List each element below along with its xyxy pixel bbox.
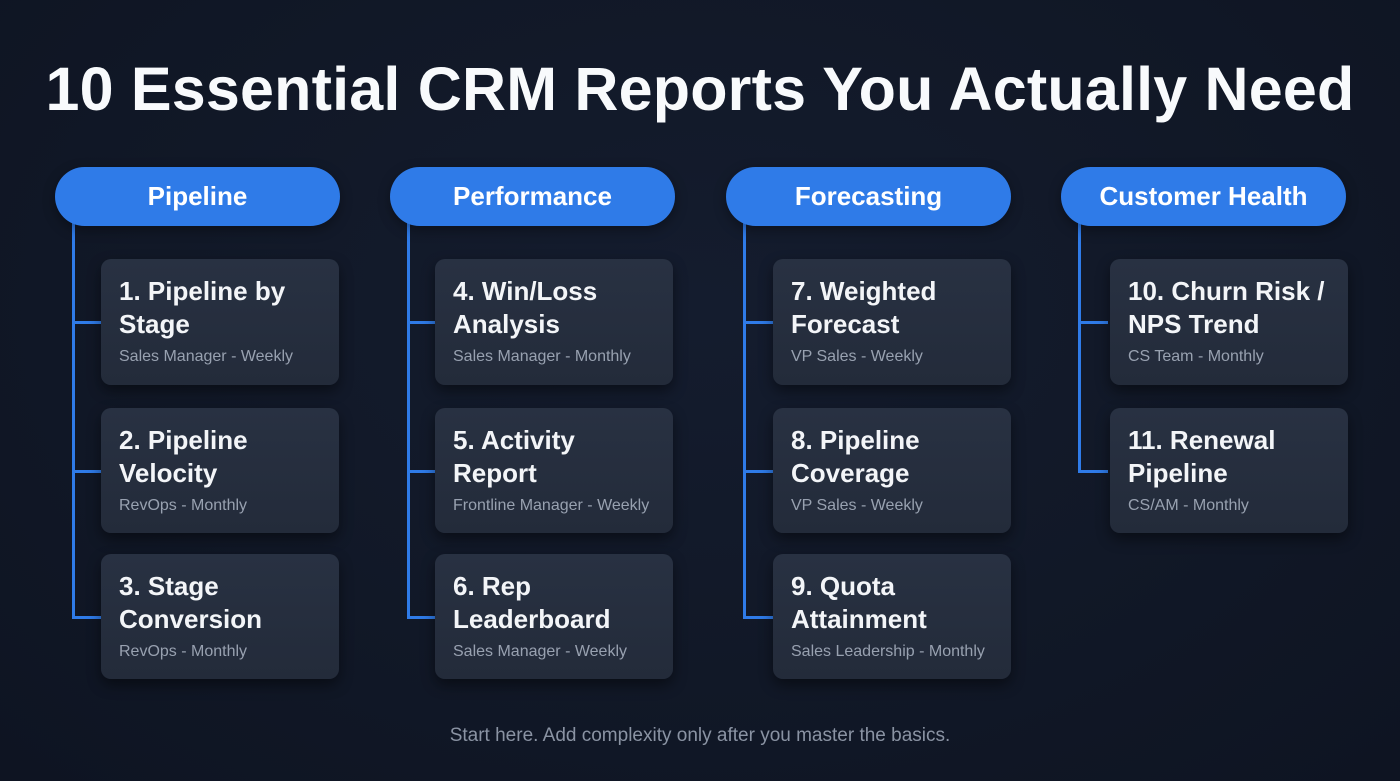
report-card: 4. Win/Loss Analysis Sales Manager - Mon…: [435, 259, 673, 385]
report-owner-frequency: RevOps - Monthly: [119, 643, 248, 660]
report-card: 9. Quota Attainment Sales Leadership - M…: [773, 554, 1011, 679]
report-card: 8. Pipeline Coverage VP Sales - Weekly: [773, 408, 1011, 533]
report-title: 2. Pipeline Velocity: [119, 425, 248, 488]
report-owner-frequency: RevOps - Monthly: [119, 497, 248, 514]
report-owner-frequency: Sales Manager - Monthly: [453, 348, 631, 365]
category-performance: Performance 4. Win/Loss Analysis Sales M…: [390, 167, 690, 687]
connector-trunk: [72, 217, 75, 618]
connector-branch: [72, 616, 102, 619]
report-card: 3. Stage Conversion RevOps - Monthly: [101, 554, 339, 679]
category-forecasting: Forecasting 7. Weighted Forecast VP Sale…: [726, 167, 1026, 687]
connector-branch: [743, 321, 773, 324]
report-title: 8. Pipeline Coverage: [791, 425, 920, 488]
connector-trunk: [1078, 217, 1081, 473]
report-owner-frequency: Sales Manager - Weekly: [453, 643, 627, 660]
report-title: 3. Stage Conversion: [119, 571, 263, 634]
category-pill-customer-health: Customer Health: [1061, 167, 1346, 226]
report-owner-frequency: VP Sales - Weekly: [791, 497, 923, 514]
category-pill-forecasting: Forecasting: [726, 167, 1011, 226]
connector-trunk: [743, 217, 746, 618]
report-owner-frequency: VP Sales - Weekly: [791, 348, 923, 365]
report-title: 1. Pipeline by Stage: [119, 276, 286, 339]
category-customer-health: Customer Health 10. Churn Risk / NPS Tre…: [1061, 167, 1361, 687]
category-pill-performance: Performance: [390, 167, 675, 226]
report-card: 2. Pipeline Velocity RevOps - Monthly: [101, 408, 339, 533]
report-title: 6. Rep Leaderboard: [453, 571, 611, 634]
report-title: 9. Quota Attainment: [791, 571, 927, 634]
connector-branch: [1078, 321, 1108, 324]
report-card: 10. Churn Risk / NPS Trend CS Team - Mon…: [1110, 259, 1348, 385]
report-card: 7. Weighted Forecast VP Sales - Weekly: [773, 259, 1011, 385]
connector-branch: [743, 470, 773, 473]
report-title: 5. Activity Report: [453, 425, 575, 488]
connector-branch: [1078, 470, 1108, 473]
report-card: 5. Activity Report Frontline Manager - W…: [435, 408, 673, 533]
connector-branch: [407, 470, 437, 473]
connector-branch: [72, 470, 102, 473]
report-title: 10. Churn Risk / NPS Trend: [1128, 276, 1325, 339]
report-card: 6. Rep Leaderboard Sales Manager - Weekl…: [435, 554, 673, 679]
connector-branch: [72, 321, 102, 324]
connector-branch: [407, 321, 437, 324]
page-title: 10 Essential CRM Reports You Actually Ne…: [45, 55, 1355, 123]
report-owner-frequency: Frontline Manager - Weekly: [453, 497, 650, 514]
report-card: 11. Renewal Pipeline CS/AM - Monthly: [1110, 408, 1348, 533]
report-title: 4. Win/Loss Analysis: [453, 276, 598, 339]
connector-trunk: [407, 217, 410, 618]
connector-branch: [743, 616, 773, 619]
report-title: 11. Renewal Pipeline: [1128, 425, 1276, 488]
report-owner-frequency: CS Team - Monthly: [1128, 348, 1264, 365]
report-owner-frequency: CS/AM - Monthly: [1128, 497, 1249, 514]
category-pill-pipeline: Pipeline: [55, 167, 340, 226]
report-owner-frequency: Sales Leadership - Monthly: [791, 643, 985, 660]
report-owner-frequency: Sales Manager - Weekly: [119, 348, 293, 365]
connector-branch: [407, 616, 437, 619]
category-pipeline: Pipeline 1. Pipeline by Stage Sales Mana…: [55, 167, 355, 687]
footer-note: Start here. Add complexity only after yo…: [449, 725, 951, 746]
report-card: 1. Pipeline by Stage Sales Manager - Wee…: [101, 259, 339, 385]
report-title: 7. Weighted Forecast: [791, 276, 937, 339]
